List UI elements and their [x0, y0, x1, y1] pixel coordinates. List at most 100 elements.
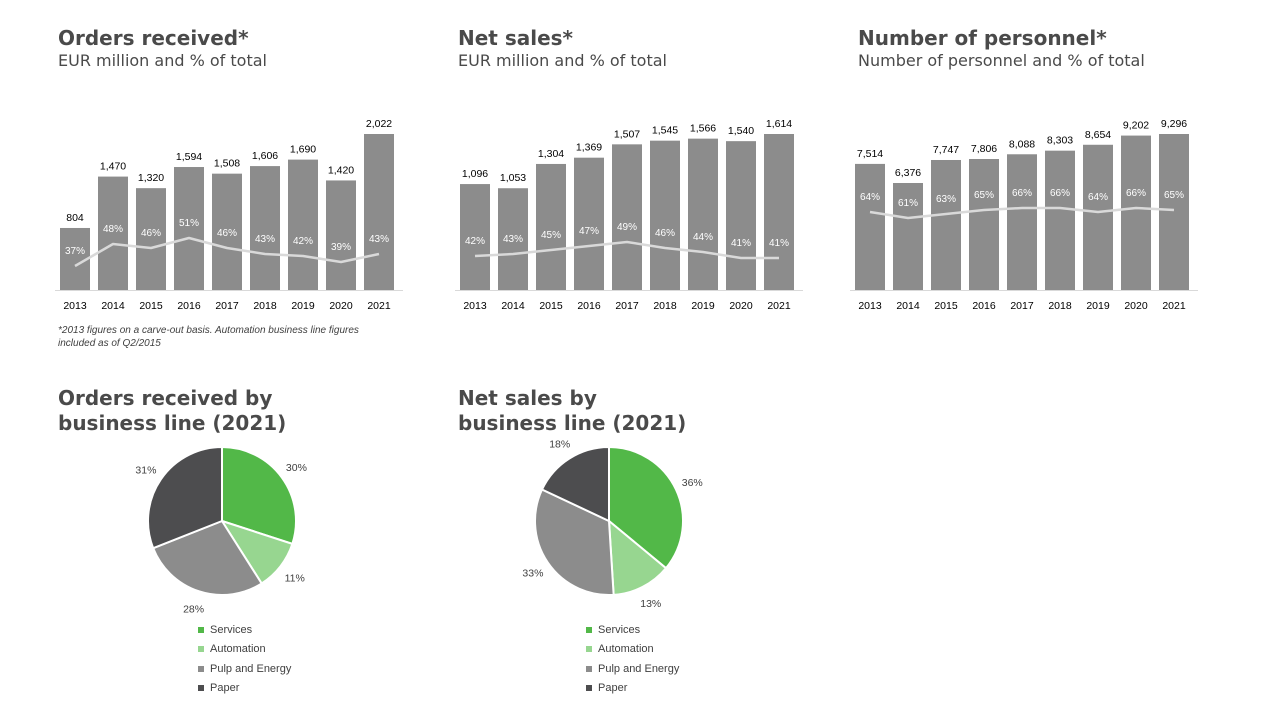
bar-value-label: 1,507 — [614, 128, 640, 140]
bar-2017 — [212, 173, 242, 290]
legend-item-automation: Automation — [586, 640, 679, 660]
bar-2016 — [969, 159, 999, 290]
legend-swatch — [586, 646, 592, 653]
orders-pie-legend: Services Automation Pulp and Energy Pape… — [198, 620, 291, 698]
bar-2015 — [536, 163, 566, 290]
bar-value-label: 6,376 — [895, 167, 921, 179]
share-line — [869, 206, 1175, 220]
x-tick-label: 2018 — [1048, 300, 1072, 312]
legend-label: Services — [598, 623, 641, 636]
share-label: 37% — [65, 246, 85, 257]
x-tick-label: 2017 — [615, 300, 639, 312]
legend-item-automation: Automation — [198, 640, 291, 660]
bar-2019 — [288, 159, 318, 290]
legend-swatch — [198, 626, 204, 633]
share-label: 65% — [1164, 190, 1184, 201]
bar-value-label: 1,320 — [138, 172, 164, 184]
bar-value-label: 1,420 — [328, 164, 354, 176]
x-tick-label: 2017 — [1010, 300, 1034, 312]
bar-2021 — [1159, 134, 1189, 290]
share-label: 61% — [898, 198, 918, 209]
share-label: 48% — [103, 224, 123, 235]
bar-value-label: 1,594 — [176, 151, 202, 163]
x-tick-label: 2019 — [1086, 300, 1110, 312]
legend-swatch — [586, 665, 592, 672]
bar-2016 — [574, 157, 604, 290]
x-tick-label: 2021 — [767, 300, 791, 312]
bar-value-label: 7,747 — [933, 144, 959, 156]
share-label: 65% — [974, 190, 994, 201]
legend-label: Automation — [598, 643, 654, 656]
pie-slice-label: 28% — [183, 603, 204, 615]
bar-value-label: 8,088 — [1009, 138, 1035, 150]
x-tick-label: 2020 — [1124, 300, 1148, 312]
share-label: 43% — [369, 234, 389, 245]
pie-slice-automation — [607, 518, 668, 596]
net-sales-subtitle: EUR million and % of total — [458, 51, 667, 70]
share-label: 42% — [293, 236, 313, 247]
share-label: 39% — [331, 242, 351, 253]
bar-value-label: 1,540 — [728, 125, 754, 137]
bar-value-label: 1,606 — [252, 150, 278, 162]
bar-2016 — [174, 167, 204, 290]
personnel-chart: 7,514 2013 6,376 2014 7,747 2015 7,806 2016 8,08… — [850, 118, 1198, 312]
orders-received-chart: 804 2013 1,470 2014 1,320 2015 1,594 2016 1,508 2… — [55, 118, 403, 312]
legend-label: Paper — [210, 682, 240, 695]
bar-2013 — [460, 184, 490, 290]
share-label: 46% — [141, 228, 161, 239]
share-label: 41% — [731, 238, 751, 249]
bar-value-label: 1,304 — [538, 148, 564, 160]
legend-swatch — [586, 626, 592, 633]
legend-label: Services — [210, 623, 253, 636]
share-label: 46% — [217, 228, 237, 239]
legend-item-services: Services — [198, 620, 291, 640]
bar-value-label: 1,690 — [290, 144, 316, 156]
net-sales-title: Net sales* — [458, 26, 574, 50]
legend-label: Pulp and Energy — [598, 662, 680, 675]
share-label: 49% — [617, 222, 637, 233]
bar-2017 — [612, 144, 642, 290]
bar-2015 — [931, 159, 961, 290]
x-tick-label: 2019 — [291, 300, 315, 312]
share-label: 66% — [1126, 188, 1146, 199]
orders-by-business-line-pie: 30% 11% 28% 31% — [135, 445, 307, 615]
legend-item-paper: Paper — [586, 679, 679, 699]
legend-item-paper: Paper — [198, 679, 291, 699]
x-tick-label: 2015 — [139, 300, 163, 312]
bar-2018 — [650, 140, 680, 290]
x-tick-label: 2014 — [501, 300, 525, 312]
net-sales-pie-title-line1: Net sales by — [458, 386, 597, 410]
share-label: 66% — [1050, 188, 1070, 199]
orders-pie-title-line1: Orders received by — [58, 386, 273, 410]
bar-value-label: 1,470 — [100, 161, 126, 173]
share-label: 63% — [936, 194, 956, 205]
bar-value-label: 7,514 — [857, 148, 883, 160]
pie-slice-label: 31% — [135, 464, 156, 476]
pie-slice-services — [221, 445, 297, 546]
pie-slice-label: 18% — [549, 438, 570, 450]
bar-2014 — [893, 183, 923, 290]
bar-value-label: 1,545 — [652, 125, 678, 137]
x-tick-label: 2020 — [329, 300, 353, 312]
net-sales-chart: 1,096 2013 1,053 2014 1,304 2015 1,369 2016 1,50… — [455, 118, 803, 312]
x-tick-label: 2015 — [539, 300, 563, 312]
personnel-subtitle: Number of personnel and % of total — [858, 51, 1145, 70]
legend-swatch — [198, 665, 204, 672]
bar-value-label: 7,806 — [971, 143, 997, 155]
orders-received-subtitle: EUR million and % of total — [58, 51, 267, 70]
x-tick-label: 2015 — [934, 300, 958, 312]
net-sales-pie-title-line2: business line (2021) — [458, 411, 687, 435]
share-label: 43% — [255, 234, 275, 245]
share-line — [474, 240, 779, 260]
share-label: 46% — [655, 228, 675, 239]
legend-item-services: Services — [586, 620, 679, 640]
bar-value-label: 1,508 — [214, 158, 240, 170]
bar-2017 — [1007, 154, 1037, 290]
x-tick-label: 2013 — [63, 300, 87, 312]
x-tick-label: 2019 — [691, 300, 715, 312]
pie-slice-label: 11% — [285, 572, 305, 584]
share-label: 64% — [860, 192, 880, 203]
bar-2018 — [250, 166, 280, 290]
share-line — [74, 236, 380, 268]
x-tick-label: 2018 — [653, 300, 677, 312]
